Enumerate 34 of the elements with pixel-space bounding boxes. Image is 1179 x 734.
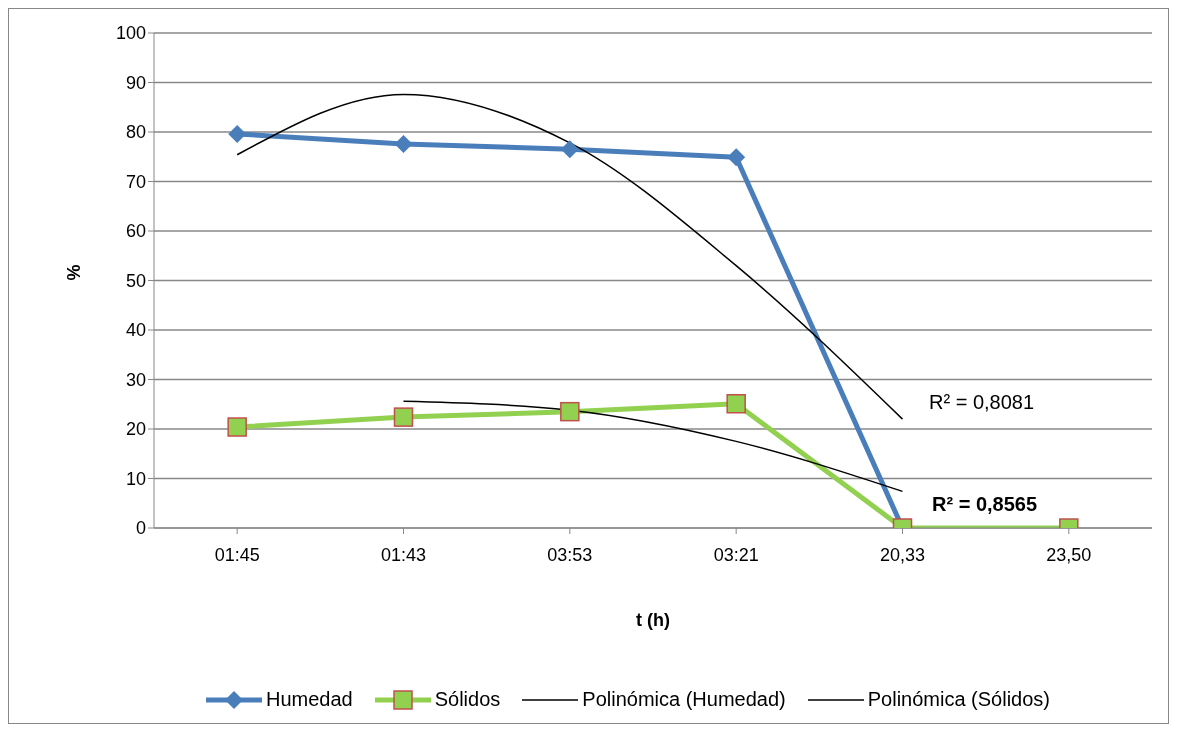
x-tick-label: 03:21 [713,544,759,565]
y-axis-title: % [64,264,85,281]
y-tick-label: 30 [125,369,146,390]
point [726,394,746,414]
line-series [402,400,904,493]
point [227,417,247,437]
y-tick-label: 80 [125,122,146,143]
point [560,401,580,422]
legend-label: Polinómica (Sólidos) [867,688,1051,711]
x-tick-label: 03:53 [547,544,593,565]
x-tick-label: 20,33 [879,544,926,565]
legend-label: Polinómica (Humedad) [582,688,786,711]
point [393,407,414,427]
annotation: R² = 0,8565 [929,493,1041,516]
y-tick-label: 40 [125,320,146,341]
x-tick-label: 01:43 [380,544,427,565]
y-tick-label: 0 [135,518,146,539]
y-tick-label: 60 [125,221,146,242]
line-series [236,93,904,420]
x-tick-label: 23,50 [1046,544,1092,565]
point [394,134,413,153]
y-tick-label: 70 [125,171,146,192]
legend-label: Sólidos [434,688,501,711]
y-tick-label: 20 [125,419,146,440]
x-axis-title: t (h) [636,610,670,630]
y-tick-label: 10 [125,468,146,489]
point [560,140,579,159]
y-tick-label: 50 [125,270,146,291]
annotation: R² = 0,8081 [929,391,1035,414]
y-tick-label: 100 [115,23,146,44]
x-tick-label: 01:45 [214,544,260,565]
legend-label: Humedad [265,688,353,711]
point [727,148,746,167]
y-tick-label: 90 [125,72,146,93]
